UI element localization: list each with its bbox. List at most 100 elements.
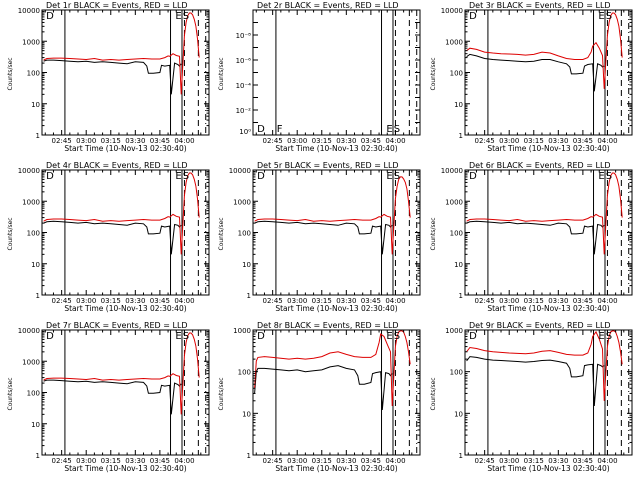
region-marker-label: D [46, 171, 54, 182]
x-tick-label: 03:15 [312, 297, 332, 305]
x-axis-label: Start Time (10-Nov-13 02:30:40) [64, 144, 186, 153]
region-marker-label: E [175, 171, 181, 182]
region-marker-label: D [257, 124, 265, 135]
x-tick-label: 04:00 [174, 457, 194, 465]
x-tick-label: 03:30 [336, 457, 356, 465]
series-line-events [43, 59, 182, 95]
x-tick-label: 03:15 [524, 137, 544, 145]
x-tick-label: 02:45 [475, 297, 495, 305]
region-marker-label: E [598, 331, 604, 342]
y-tick-label: 1 [36, 292, 40, 300]
x-tick-label: 02:45 [475, 137, 495, 145]
series-line-lld [43, 12, 200, 95]
panel-title: Det 5r BLACK = Events, RED = LLD [257, 161, 399, 170]
x-tick-label: 04:00 [597, 137, 617, 145]
region-marker-label: D [469, 11, 477, 22]
x-tick-label: 03:45 [361, 457, 381, 465]
region-marker-label: E [386, 171, 392, 182]
x-tick-label: 03:00 [287, 137, 307, 145]
y-tick-label: 10⁻⁸ [236, 32, 252, 40]
plot-frame [464, 329, 633, 456]
series-line-lld [254, 330, 411, 407]
y-axis-label: Counts/sec [7, 377, 14, 410]
y-tick-label: 10000 [441, 167, 463, 175]
y-tick-label: 1000 [22, 358, 40, 366]
y-tick-label: 1000 [445, 327, 463, 335]
x-tick-label: 04:00 [385, 297, 405, 305]
x-tick-label: 03:45 [573, 297, 593, 305]
x-tick-label: 03:15 [101, 297, 121, 305]
panel-det-6: Det 6r BLACK = Events, RED = LLD Counts/s… [430, 161, 633, 313]
panel-title: Det 3r BLACK = Events, RED = LLD [469, 1, 611, 10]
x-tick-label: 03:00 [287, 457, 307, 465]
y-tick-label: 10 [454, 261, 463, 269]
x-axis-label: Start Time (10-Nov-13 02:30:40) [487, 144, 609, 153]
region-marker-label: S [606, 331, 612, 342]
series-line-lld [466, 12, 623, 89]
panel-title: Det 4r BLACK = Events, RED = LLD [46, 161, 188, 170]
y-axis-label: Counts/sec [218, 57, 225, 90]
x-tick-label: 02:45 [52, 457, 72, 465]
y-tick-label: 10000 [441, 7, 463, 15]
region-marker-label: D [257, 171, 265, 182]
y-axis-label: Counts/sec [218, 217, 225, 250]
y-axis-label: Counts/sec [430, 217, 437, 250]
x-axis-label: Start Time (10-Nov-13 02:30:40) [275, 144, 397, 153]
panel-title: Det 6r BLACK = Events, RED = LLD [469, 161, 611, 170]
x-tick-label: 04:00 [597, 297, 617, 305]
y-tick-label: 100 [27, 390, 40, 398]
y-tick-label: 10 [454, 101, 463, 109]
region-marker-label: S [394, 171, 400, 182]
x-tick-label: 03:00 [499, 137, 519, 145]
y-tick-label: 10 [31, 101, 40, 109]
region-marker-label: S [606, 171, 612, 182]
region-marker-label: E [598, 171, 604, 182]
region-marker-label: D [46, 11, 54, 22]
x-tick-label: 03:15 [524, 297, 544, 305]
x-tick-label: 02:45 [475, 457, 495, 465]
series-line-events [43, 379, 182, 415]
x-axis-label: Start Time (10-Nov-13 02:30:40) [64, 304, 186, 313]
panel-det-4: Det 4r BLACK = Events, RED = LLD Counts/s… [7, 161, 210, 313]
x-tick-label: 03:30 [336, 297, 356, 305]
x-axis-label: Start Time (10-Nov-13 02:30:40) [487, 304, 609, 313]
y-tick-label: 10 [31, 261, 40, 269]
x-tick-label: 03:15 [312, 457, 332, 465]
y-axis-label: Counts/sec [7, 217, 14, 250]
x-tick-label: 03:45 [150, 457, 170, 465]
panel-det-7: Det 7r BLACK = Events, RED = LLD Counts/s… [7, 321, 210, 473]
y-tick-label: 10⁻⁴ [236, 82, 252, 90]
region-marker-label: S [183, 331, 189, 342]
x-tick-label: 03:15 [524, 457, 544, 465]
series-line-events [254, 365, 393, 411]
region-marker-label: E [386, 331, 392, 342]
y-tick-label: 10⁻² [236, 107, 252, 115]
x-tick-label: 03:00 [287, 297, 307, 305]
x-tick-label: 03:30 [548, 137, 568, 145]
y-axis-label: Counts/sec [430, 377, 437, 410]
region-marker-label: D [469, 171, 477, 182]
x-tick-label: 03:45 [150, 297, 170, 305]
region-marker-label: E [386, 124, 392, 135]
panel-det-5: Det 5r BLACK = Events, RED = LLD Counts/s… [218, 161, 421, 313]
y-tick-label: 1000 [445, 38, 463, 46]
y-tick-label: 1 [459, 452, 463, 460]
x-tick-label: 03:30 [125, 137, 145, 145]
series-line-events [43, 220, 182, 255]
x-tick-label: 03:15 [312, 137, 332, 145]
x-tick-label: 04:00 [385, 137, 405, 145]
y-tick-label: 1 [36, 132, 40, 140]
plot-frame [252, 329, 421, 456]
region-marker-label: D [469, 331, 477, 342]
panel-det-9: Det 9r BLACK = Events, RED = LLD Counts/s… [430, 321, 633, 473]
x-tick-label: 04:00 [174, 297, 194, 305]
series-line-events [466, 220, 605, 255]
x-tick-label: 03:00 [76, 297, 96, 305]
panel-det-1: Det 1r BLACK = Events, RED = LLD Counts/s… [7, 1, 210, 153]
y-tick-label: 1000 [22, 198, 40, 206]
x-tick-label: 03:15 [101, 137, 121, 145]
region-marker-label: E [598, 11, 604, 22]
series-line-lld [43, 172, 200, 255]
x-tick-label: 03:00 [76, 137, 96, 145]
